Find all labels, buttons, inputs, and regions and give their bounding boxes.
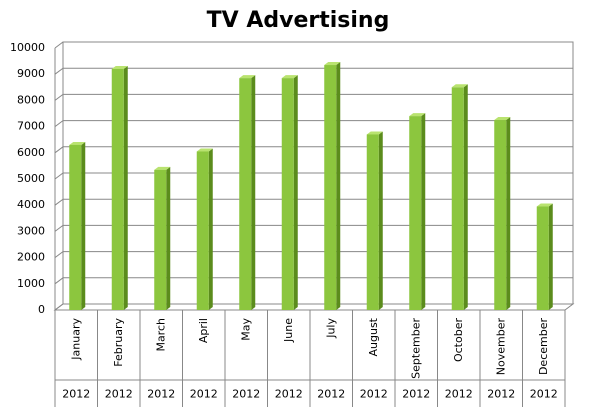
x-group-label: 2012 [232, 388, 260, 401]
y-tick-label: 5000 [17, 172, 45, 185]
x-group-label: 2012 [487, 388, 515, 401]
bar [111, 68, 124, 311]
y-tick-label: 7000 [17, 120, 45, 133]
x-tick-label: June [282, 318, 295, 343]
x-group-label: 2012 [275, 388, 303, 401]
x-group-label: 2012 [360, 388, 388, 401]
bar [239, 78, 252, 310]
bar [69, 144, 82, 310]
x-tick-label: October [452, 318, 465, 362]
bar-side [251, 75, 256, 310]
bar [154, 169, 167, 310]
x-group-label: 2012 [62, 388, 90, 401]
grid-line [54, 172, 573, 180]
grid-line [54, 303, 573, 311]
grid-line [54, 41, 573, 49]
y-tick-label: 3000 [17, 224, 45, 237]
bar-side [208, 148, 213, 310]
bar-side [421, 113, 426, 311]
bar-top [366, 131, 383, 135]
grid-line [54, 146, 573, 154]
bar-top [239, 75, 256, 79]
bar-top [536, 203, 553, 207]
x-tick-label: January [69, 318, 82, 361]
bar [281, 78, 294, 310]
grid-line [54, 224, 573, 232]
grid-line [54, 277, 573, 285]
bar-top [196, 148, 213, 152]
bar-side [548, 203, 553, 310]
bar-side [378, 131, 383, 310]
x-group-label: 2012 [317, 388, 345, 401]
x-tick-label: February [112, 318, 125, 367]
x-group-label: 2012 [445, 388, 473, 401]
bar [409, 116, 422, 311]
bar-top [324, 62, 341, 66]
x-tick-label: April [197, 318, 210, 343]
bar-top [281, 75, 298, 79]
x-group-label: 2012 [147, 388, 175, 401]
bar-side [81, 141, 86, 310]
bar-side [336, 62, 341, 310]
x-tick-label: November [494, 318, 507, 376]
y-tick-label: 8000 [17, 93, 45, 106]
x-tick-label: September [409, 318, 422, 379]
bar [324, 65, 337, 310]
x-group-label: 2012 [105, 388, 133, 401]
grid-line [54, 67, 573, 75]
y-tick-label: 9000 [17, 67, 45, 80]
x-tick-label: August [367, 317, 380, 356]
bar [196, 151, 209, 310]
y-tick-label: 0 [38, 303, 45, 316]
y-tick-label: 10000 [10, 41, 45, 54]
bar-side [166, 166, 171, 310]
x-tick-label: December [537, 318, 550, 376]
x-tick-label: May [239, 318, 252, 341]
y-tick-label: 6000 [17, 146, 45, 159]
grid-line [54, 198, 573, 206]
bar-top [451, 84, 468, 88]
bar [494, 120, 507, 310]
bar-side [506, 117, 511, 310]
y-tick-label: 4000 [17, 198, 45, 211]
bar-side [293, 75, 298, 310]
bar-side [123, 65, 128, 311]
x-group-label: 2012 [402, 388, 430, 401]
grid-line [54, 120, 573, 127]
x-tick-label: March [154, 318, 167, 352]
chart-title: TV Advertising [207, 8, 390, 33]
y-tick-label: 2000 [17, 251, 45, 264]
grid-line [54, 251, 573, 259]
bar [366, 134, 379, 310]
bar-top [494, 117, 511, 121]
x-tick-label: July [324, 318, 337, 339]
bar-side [463, 84, 468, 310]
bar-top [409, 113, 426, 117]
bar-top [154, 166, 171, 170]
bar-top [69, 141, 86, 145]
x-group-label: 2012 [530, 388, 558, 401]
y-tick-label: 1000 [17, 277, 45, 290]
bar [451, 87, 464, 310]
bar [536, 206, 549, 310]
x-group-label: 2012 [190, 388, 218, 401]
bar-top [111, 65, 128, 69]
grid-line [54, 93, 573, 101]
